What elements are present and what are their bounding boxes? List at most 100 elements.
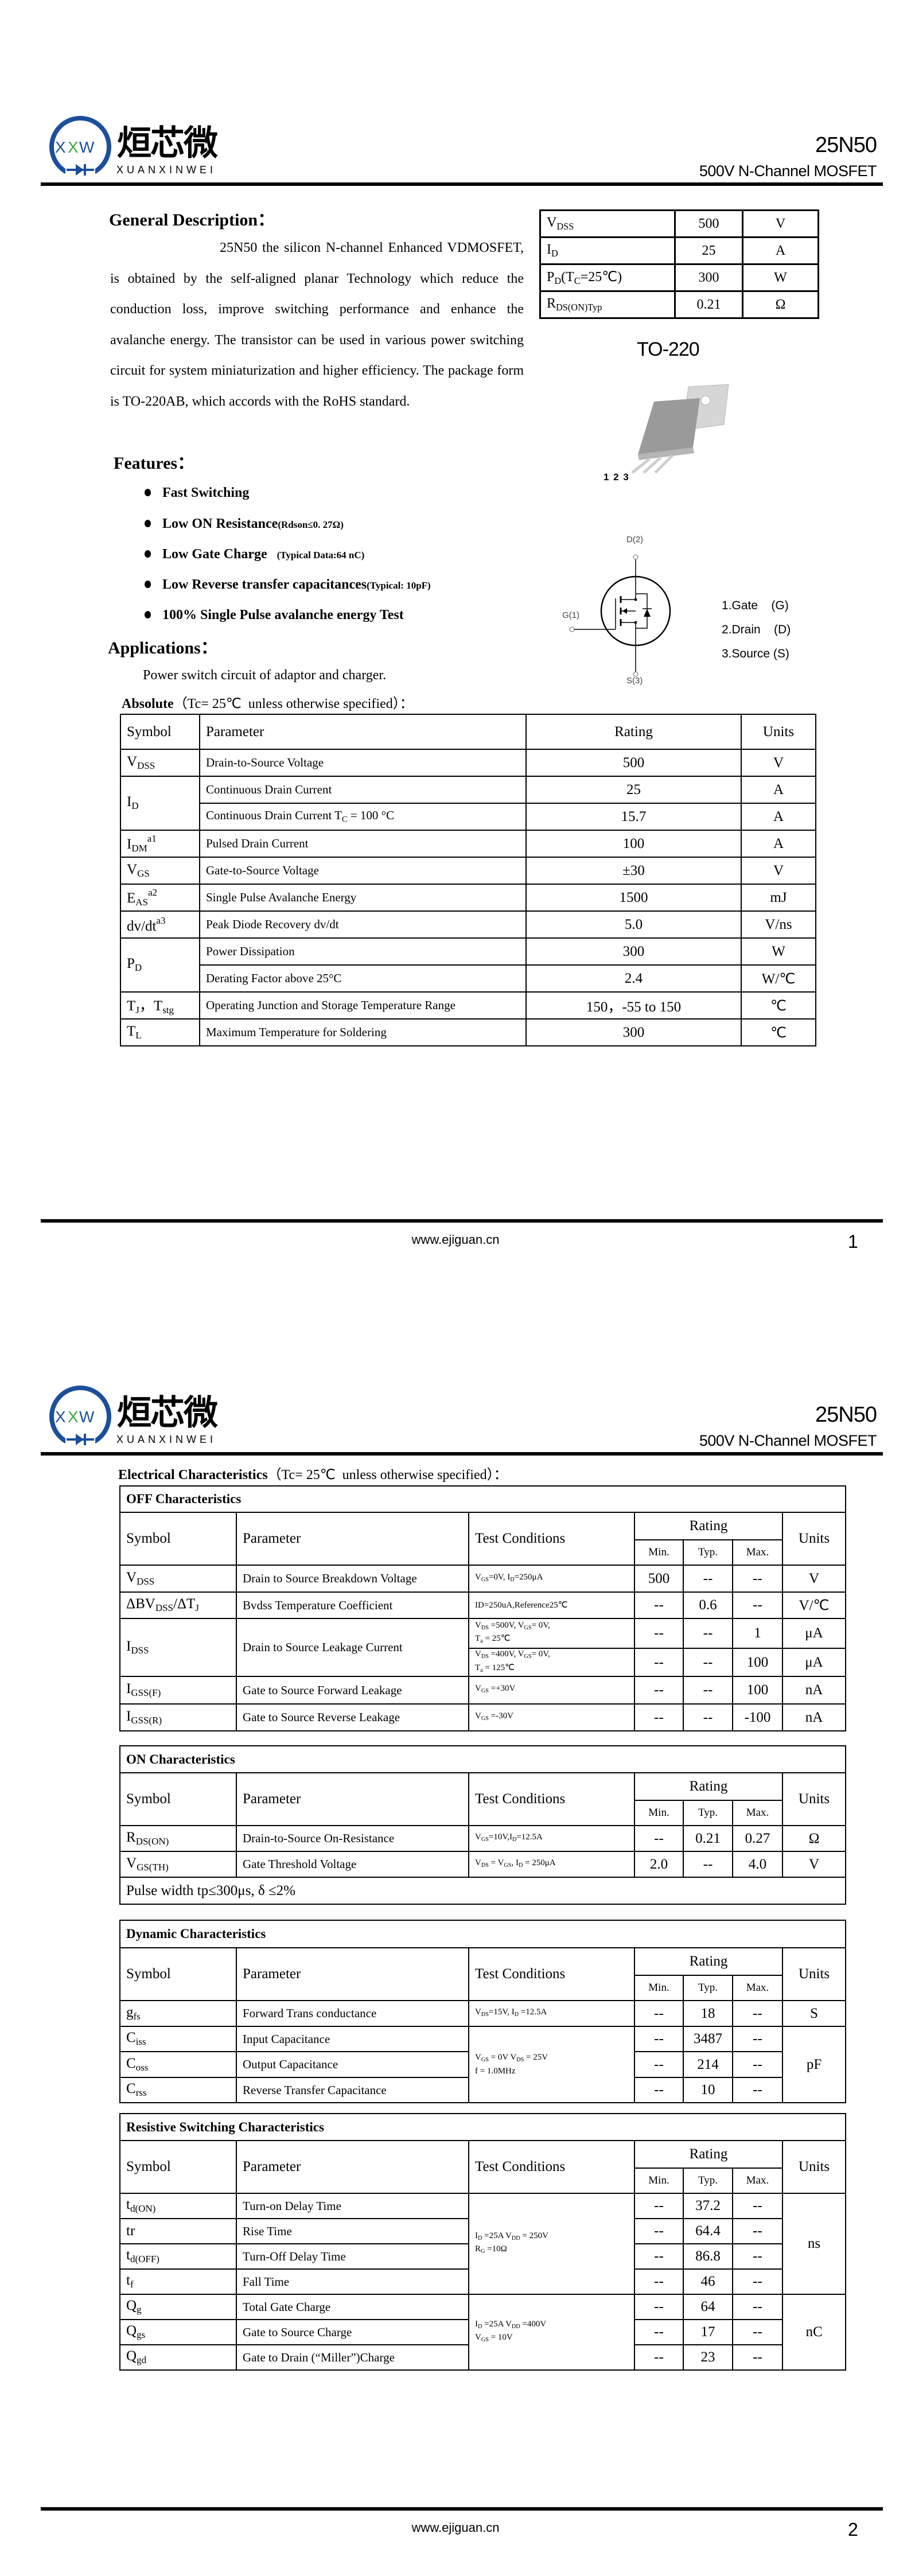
bullet-icon xyxy=(145,520,151,527)
min-cell: -- xyxy=(634,1825,684,1852)
text-segment: C xyxy=(126,2055,136,2071)
subscript: iss xyxy=(135,2036,146,2048)
text-segment: t xyxy=(126,2247,130,2263)
text-segment: ，T xyxy=(139,998,163,1014)
text-segment: =25A V xyxy=(482,2319,512,2329)
feature-item: Fast Switching xyxy=(145,485,249,501)
min-cell: -- xyxy=(634,2051,684,2078)
typ-cell: -- xyxy=(683,1565,733,1593)
table-row: Qgd Gate to Drain (“Miller”)Charge -- 23 -- xyxy=(119,2344,846,2371)
unit-cell: mJ xyxy=(741,884,816,912)
column-header-typ: Typ. xyxy=(683,1975,733,2001)
text-segment: I xyxy=(475,2319,478,2329)
text-segment: V xyxy=(475,1649,481,1659)
rating-cell: ±30 xyxy=(525,857,742,885)
test-conditions-cell: VDS = VGS, ID = 250μA xyxy=(468,1851,635,1878)
parameter-cell: Continuous Drain Current xyxy=(199,776,527,804)
symbol-cell: VGS(TH) xyxy=(119,1851,237,1878)
symbol-cell: Coss xyxy=(119,2051,237,2078)
typ-cell: 0.21 xyxy=(683,1825,733,1852)
text-segment: V xyxy=(475,1684,481,1694)
feature-text: 100% Single Pulse avalanche energy Test xyxy=(162,608,404,622)
feature-item: Low ON Resistance(Rdson≤0. 27Ω) xyxy=(145,516,344,532)
subscript: g xyxy=(137,2304,142,2316)
min-cell: -- xyxy=(634,1618,684,1649)
text-segment: I xyxy=(475,2231,478,2240)
typ-cell: 3487 xyxy=(683,2026,733,2052)
rating-cell: 300 xyxy=(525,1018,742,1046)
subscript: GS xyxy=(481,1577,489,1583)
table-row: tr Rise Time -- 64.4 -- xyxy=(119,2218,846,2244)
spec-row: RDS(ON)Typ 0.21 Ω xyxy=(539,290,819,319)
unit-cell: ℃ xyxy=(741,1018,816,1046)
min-cell: -- xyxy=(634,2193,684,2219)
text-segment: I xyxy=(127,794,132,810)
symbol-cell: TJ，Tstg xyxy=(120,991,200,1019)
text-segment: I xyxy=(547,242,551,258)
spec-value: 25 xyxy=(674,236,743,265)
unit-cell: W xyxy=(741,937,816,966)
parameter-cell: Operating Junction and Storage Temperatu… xyxy=(199,991,527,1019)
source-label: S(3) xyxy=(626,676,643,686)
text-segment: =15V, I xyxy=(488,2007,515,2017)
footer-url[interactable]: www.ejiguan.cn xyxy=(411,2520,500,2535)
table-row: Derating Factor above 25°C 2.4 W/℃ xyxy=(120,964,816,993)
column-header-units: Units xyxy=(781,1772,847,1826)
parameter-cell: Continuous Drain Current TC = 100 °C xyxy=(199,803,527,831)
column-header: Parameter xyxy=(199,714,527,750)
text-segment: Derating Factor above 25°C xyxy=(206,971,342,985)
parameter-cell: Turn-Off Delay Time xyxy=(236,2243,469,2270)
table-row: tf Fall Time -- 46 -- xyxy=(119,2268,846,2295)
column-header-parameter: Parameter xyxy=(236,1772,469,1826)
column-header-conditions: Test Conditions xyxy=(468,1947,635,2001)
text-segment: V xyxy=(126,1569,137,1585)
text-segment: =-30V xyxy=(488,1711,513,1721)
text-segment: V xyxy=(475,1711,481,1721)
max-cell: -- xyxy=(732,2243,783,2270)
subscript: D xyxy=(131,800,139,812)
subscript: DSS xyxy=(155,1602,173,1614)
applications-text: Power switch circuit of adaptor and char… xyxy=(143,668,387,683)
max-cell: -- xyxy=(732,2268,783,2295)
test-conditions-cell: VGS =-30V xyxy=(468,1703,635,1731)
max-cell: -100 xyxy=(732,1703,783,1731)
column-header-max: Max. xyxy=(732,1975,783,2001)
feature-item: 100% Single Pulse avalanche energy Test xyxy=(145,608,404,623)
subscript: D xyxy=(518,1862,523,1869)
subscript: DSS xyxy=(131,1645,149,1656)
symbol-cell: Ciss xyxy=(119,2026,237,2052)
spec-unit: A xyxy=(742,236,819,265)
typ-cell: 64 xyxy=(683,2294,733,2320)
electrical-condition: （Tc= 25℃ unless otherwise specified）： xyxy=(267,1468,508,1482)
column-header-typ: Typ. xyxy=(683,1539,733,1566)
features-heading: Features： xyxy=(114,454,195,473)
table-row: Coss Output Capacitance -- 214 -- xyxy=(119,2051,846,2078)
test-conditions-cell: VDS =400V, VGS= 0V, Ta = 125℃ xyxy=(468,1648,635,1677)
spec-row: PD(TC=25℃) 300 W xyxy=(539,263,819,292)
characteristics-table: OFF Characteristics Symbol Parameter Test C… xyxy=(119,1485,847,1731)
subscript: D xyxy=(478,2235,482,2242)
text-segment: Gate-to-Source Voltage xyxy=(206,863,319,877)
max-cell: -- xyxy=(732,2319,783,2345)
pin-legend-source: 3.Source (S) xyxy=(722,647,789,660)
text-segment: C xyxy=(126,2030,136,2046)
column-header-parameter: Parameter xyxy=(236,2140,469,2194)
subscript: DS xyxy=(481,1862,489,1869)
text-segment: V xyxy=(475,2053,481,2063)
table-row: TJ，Tstg Operating Junction and Storage Te… xyxy=(120,991,816,1019)
max-cell: -- xyxy=(732,2218,783,2244)
min-cell: -- xyxy=(634,2000,684,2027)
feature-text: Low ON Resistance xyxy=(162,516,278,531)
unit-cell: ns xyxy=(781,2193,847,2295)
footer-url[interactable]: www.ejiguan.cn xyxy=(411,1232,500,1247)
text-segment: = 100 °C xyxy=(347,808,395,823)
table-row: VDS =400V, VGS= 0V, Ta = 125℃ -- -- 100 μA xyxy=(120,1648,847,1677)
text-segment: V xyxy=(475,2007,481,2017)
subscript: D xyxy=(554,275,562,286)
text-segment: =400V V xyxy=(475,2319,547,2342)
subscript: oss xyxy=(135,2062,149,2073)
min-cell: -- xyxy=(634,2294,684,2320)
subscript: DS(ON) xyxy=(135,1836,169,1847)
unit-cell: A xyxy=(741,803,816,831)
subscript: rss xyxy=(135,2087,147,2099)
